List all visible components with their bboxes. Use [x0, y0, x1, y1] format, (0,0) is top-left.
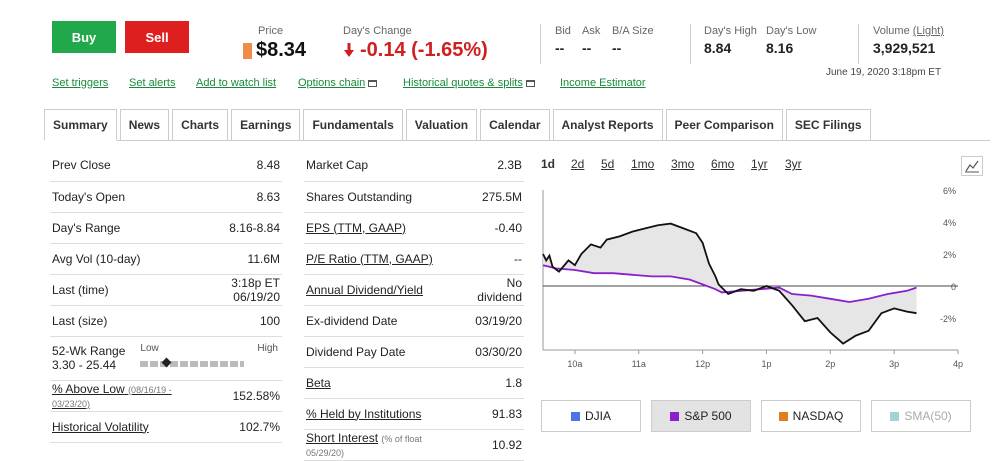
- legend-sma50-button[interactable]: SMA(50): [871, 400, 971, 432]
- tab-calendar[interactable]: Calendar: [480, 109, 550, 141]
- table-row: Shares Outstanding 275.5M: [304, 181, 524, 213]
- week52-range-bar: [140, 357, 245, 367]
- popup-window-icon: [525, 79, 535, 87]
- table-row: Last (size) 100: [50, 305, 282, 337]
- swatch-icon: [778, 411, 788, 421]
- table-row: Annual Dividend/Yield No dividend: [304, 274, 524, 306]
- tab-bar: Summary News Charts Earnings Fundamental…: [44, 109, 874, 141]
- swatch-icon: [570, 411, 580, 421]
- ask-value: --: [582, 40, 592, 56]
- period-3mo[interactable]: 3mo: [671, 157, 695, 171]
- table-row: P/E Ratio (TTM, GAAP) --: [304, 243, 524, 275]
- table-row: Today's Open 8.63: [50, 181, 282, 213]
- table-row: EPS (TTM, GAAP) -0.40: [304, 212, 524, 244]
- summary-left-table: Prev Close 8.48 Today's Open 8.63 Day's Ra…: [50, 150, 282, 443]
- table-row: Market Cap 2.3B: [304, 150, 524, 182]
- price-direction-marker: [243, 43, 252, 59]
- tab-sec-filings[interactable]: SEC Filings: [785, 109, 871, 141]
- add-to-watch-list-link[interactable]: Add to watch list: [196, 77, 277, 89]
- days-low-label: Day's Low: [766, 25, 817, 37]
- sell-button[interactable]: Sell: [125, 21, 189, 53]
- table-row: % Above Low (08/16/19 - 03/23/20) 152.58%: [50, 380, 282, 412]
- x-tick-label: 12p: [695, 359, 710, 369]
- down-arrow-icon: [343, 42, 355, 63]
- tab-summary[interactable]: Summary: [44, 109, 117, 141]
- days-low-value: 8.16: [766, 40, 794, 56]
- table-row: Avg Vol (10-day) 11.6M: [50, 243, 282, 275]
- y-tick-label: -2%: [940, 314, 956, 324]
- bid-label: Bid: [555, 25, 571, 37]
- y-tick-label: 2%: [943, 250, 956, 260]
- y-tick-label: 6%: [943, 186, 956, 196]
- swatch-icon: [670, 411, 680, 421]
- historical-quotes-link[interactable]: Historical quotes & splits: [403, 77, 535, 89]
- intraday-chart: 6% 4% 2% 0 -2% 10a 11a 12p 1p 2p 3p 4p: [542, 186, 963, 369]
- period-1d[interactable]: 1d: [541, 157, 556, 171]
- period-1yr[interactable]: 1yr: [751, 157, 768, 171]
- tab-valuation[interactable]: Valuation: [405, 109, 478, 141]
- comparison-area: [543, 223, 917, 344]
- popup-window-icon: [368, 79, 378, 87]
- series-line-s-p-500: [542, 264, 917, 303]
- change-value: -0.14 (-1.65%): [360, 39, 488, 61]
- period-6mo[interactable]: 6mo: [711, 157, 735, 171]
- table-row: Beta 1.8: [304, 367, 524, 399]
- price-value: $8.34: [256, 39, 307, 61]
- buy-button[interactable]: Buy: [52, 21, 116, 53]
- legend-nasdaq-button[interactable]: NASDAQ: [761, 400, 861, 432]
- ask-label: Ask: [582, 25, 601, 37]
- set-alerts-link[interactable]: Set alerts: [129, 77, 176, 89]
- week52-row: 52-Wk Range 3.30 - 25.44 Low High: [50, 336, 282, 381]
- table-row: Historical Volatility 102.7%: [50, 411, 282, 443]
- x-tick-label: 10a: [567, 359, 582, 369]
- tab-news[interactable]: News: [119, 109, 170, 141]
- table-row: Last (time) 3:18p ET 06/19/20: [50, 274, 282, 306]
- series-line-stock: [542, 222, 917, 345]
- income-estimator-link[interactable]: Income Estimator: [560, 77, 646, 89]
- price-label: Price: [258, 25, 284, 37]
- table-row: Day's Range 8.16-8.84: [50, 212, 282, 244]
- period-1mo[interactable]: 1mo: [631, 157, 655, 171]
- table-row: % Held by Institutions 91.83: [304, 398, 524, 430]
- ba-size-label: B/A Size: [612, 25, 654, 37]
- table-row: Ex-dividend Date 03/19/20: [304, 305, 524, 337]
- change-label: Day's Change: [343, 25, 412, 37]
- table-row: Short Interest (% of float 05/29/20) 10.9…: [304, 429, 524, 461]
- chart-type-icon[interactable]: [961, 156, 983, 176]
- legend-sp500-button[interactable]: S&P 500: [651, 400, 751, 432]
- legend-djia-button[interactable]: DJIA: [541, 400, 641, 432]
- period-2d[interactable]: 2d: [571, 157, 585, 171]
- x-tick-label: 11a: [632, 359, 646, 369]
- summary-mid-table: Market Cap 2.3B Shares Outstanding 275.5M …: [304, 150, 524, 461]
- volume-value: 3,929,521: [873, 40, 936, 56]
- days-high-label: Day's High: [704, 25, 757, 37]
- volume-light-link[interactable]: (Light): [912, 25, 944, 37]
- days-high-value: 8.84: [704, 40, 732, 56]
- y-tick-label: 0: [951, 282, 956, 292]
- period-5d[interactable]: 5d: [601, 157, 615, 171]
- bid-value: --: [555, 40, 565, 56]
- tab-earnings[interactable]: Earnings: [231, 109, 301, 141]
- set-triggers-link[interactable]: Set triggers: [52, 77, 109, 89]
- table-row: Prev Close 8.48: [50, 150, 282, 182]
- x-tick-label: 2p: [825, 359, 835, 369]
- x-tick-label: 4p: [953, 359, 963, 369]
- tab-fundamentals[interactable]: Fundamentals: [303, 109, 403, 141]
- options-chain-link[interactable]: Options chain: [298, 77, 378, 89]
- tab-analyst-reports[interactable]: Analyst Reports: [552, 109, 663, 141]
- y-tick-label: 4%: [943, 218, 956, 228]
- swatch-icon: [890, 411, 900, 421]
- table-row: Dividend Pay Date 03/30/20: [304, 336, 524, 368]
- quote-timestamp: June 19, 2020 3:18pm ET: [826, 67, 942, 78]
- tab-peer-comparison[interactable]: Peer Comparison: [665, 109, 783, 141]
- period-3yr[interactable]: 3yr: [785, 157, 802, 171]
- volume-label: Volume (Light): [873, 25, 944, 37]
- x-tick-label: 3p: [889, 359, 899, 369]
- ba-size-value: --: [612, 40, 622, 56]
- tab-charts[interactable]: Charts: [172, 109, 229, 141]
- x-tick-label: 1p: [761, 359, 771, 369]
